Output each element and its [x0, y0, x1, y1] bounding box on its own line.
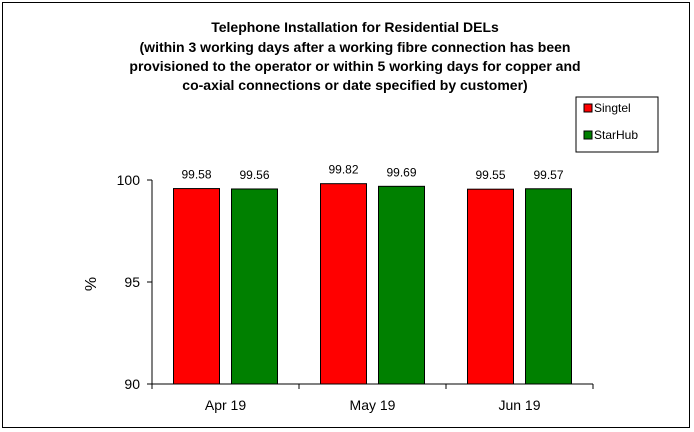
- chart-title-line-2: (within 3 working days after a working f…: [140, 39, 571, 55]
- plot-area: 90 95 100 Apr 19 99.58 99.56 May 19 99.82 99.69 J…: [117, 163, 594, 413]
- bar-starhub: [378, 185, 425, 385]
- data-label: 99.58: [181, 168, 211, 182]
- chart-title-line-3: provisioned to the operator or within 5 …: [129, 58, 580, 74]
- data-label: 99.82: [328, 163, 358, 177]
- y-tick-label: 95: [124, 274, 140, 290]
- bar-singtel: [320, 183, 367, 385]
- data-label: 99.56: [239, 168, 269, 182]
- x-tick-label: Apr 19: [205, 397, 246, 413]
- data-label: 99.69: [386, 165, 416, 179]
- data-label: 99.57: [533, 168, 563, 182]
- chart-title-line-1: Telephone Installation for Residential D…: [211, 19, 499, 35]
- legend-label-singtel: Singtel: [594, 101, 631, 115]
- chart-title: Telephone Installation for Residential D…: [129, 19, 580, 93]
- y-axis-title: %: [83, 277, 100, 291]
- x-tick-label: Jun 19: [498, 397, 540, 413]
- bar-singtel: [173, 188, 220, 385]
- legend-label-starhub: StarHub: [594, 128, 638, 142]
- x-tick-label: May 19: [350, 397, 396, 413]
- legend-swatch-singtel: [583, 103, 593, 113]
- legend-swatch-starhub: [583, 130, 593, 140]
- legend: Singtel StarHub: [575, 96, 659, 153]
- bar-starhub: [525, 188, 572, 385]
- chart-title-line-4: co-axial connections or date specified b…: [182, 77, 527, 93]
- bar-starhub: [231, 188, 278, 385]
- data-label: 99.55: [475, 168, 505, 182]
- bar-singtel: [467, 188, 514, 385]
- y-tick-label: 100: [117, 172, 141, 188]
- y-tick-label: 90: [124, 376, 140, 392]
